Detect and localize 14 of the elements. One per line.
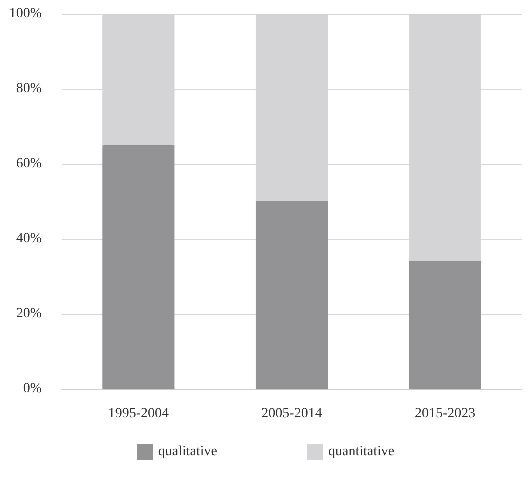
bar bbox=[102, 145, 175, 389]
bar bbox=[409, 262, 482, 389]
legend-label: quantitative bbox=[328, 444, 395, 460]
x-tick-label: 1995-2004 bbox=[108, 406, 170, 422]
y-tick-label: 100% bbox=[9, 6, 42, 22]
y-tick-label: 60% bbox=[16, 156, 42, 172]
y-tick-label: 80% bbox=[16, 82, 42, 96]
x-tick-label: 2005-2014 bbox=[262, 406, 322, 422]
y-tick-label: 0% bbox=[23, 382, 42, 396]
y-tick-label: 40% bbox=[16, 232, 42, 246]
legend-label: qualitative bbox=[158, 444, 218, 460]
bar bbox=[256, 202, 328, 389]
x-tick-label: 2015-2023 bbox=[414, 406, 476, 422]
y-tick-label: 20% bbox=[16, 306, 42, 322]
